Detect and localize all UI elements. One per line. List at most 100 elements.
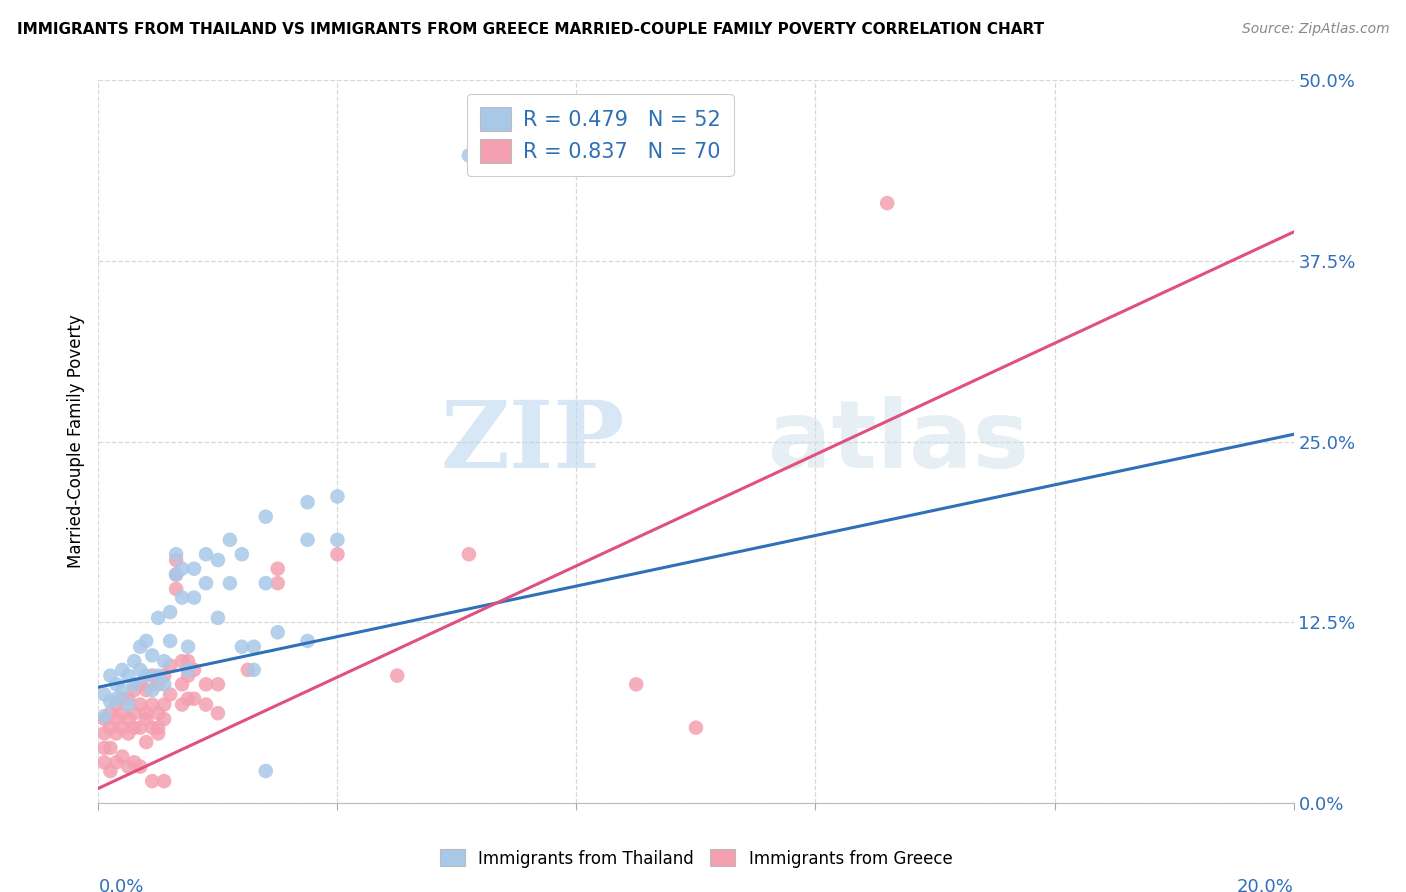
- Point: [172, 654, 194, 668]
- Point: [267, 625, 290, 640]
- Point: [236, 663, 259, 677]
- Point: [177, 663, 200, 677]
- Text: ZIP: ZIP: [440, 397, 624, 486]
- Point: [172, 698, 194, 712]
- Point: [153, 677, 176, 691]
- Point: [117, 760, 139, 774]
- Text: atlas: atlas: [768, 395, 1029, 488]
- Point: [243, 640, 266, 654]
- Point: [172, 591, 194, 605]
- Point: [297, 634, 319, 648]
- Point: [124, 706, 146, 721]
- Point: [183, 663, 205, 677]
- Point: [183, 591, 205, 605]
- Point: [141, 683, 163, 698]
- Text: 20.0%: 20.0%: [1237, 878, 1294, 892]
- Point: [207, 611, 229, 625]
- Point: [135, 706, 157, 721]
- Point: [153, 698, 176, 712]
- Point: [141, 721, 163, 735]
- Legend: Immigrants from Thailand, Immigrants from Greece: Immigrants from Thailand, Immigrants fro…: [430, 839, 962, 878]
- Point: [231, 640, 253, 654]
- Point: [124, 683, 146, 698]
- Point: [141, 698, 163, 712]
- Point: [93, 687, 115, 701]
- Point: [385, 668, 409, 682]
- Point: [111, 691, 134, 706]
- Point: [165, 547, 187, 561]
- Point: [207, 677, 229, 691]
- Point: [207, 553, 229, 567]
- Point: [117, 698, 139, 712]
- Point: [177, 654, 200, 668]
- Point: [111, 663, 134, 677]
- Point: [297, 533, 319, 547]
- Point: [148, 726, 170, 740]
- Point: [117, 668, 139, 682]
- Point: [93, 712, 115, 726]
- Point: [219, 576, 242, 591]
- Point: [243, 663, 266, 677]
- Text: 0.0%: 0.0%: [98, 878, 143, 892]
- Point: [267, 562, 290, 576]
- Point: [111, 683, 134, 698]
- Point: [159, 687, 181, 701]
- Point: [172, 677, 194, 691]
- Point: [93, 756, 115, 770]
- Point: [117, 712, 139, 726]
- Point: [98, 721, 122, 735]
- Point: [153, 668, 176, 682]
- Point: [124, 721, 146, 735]
- Point: [129, 663, 152, 677]
- Point: [141, 774, 163, 789]
- Point: [129, 677, 152, 691]
- Point: [195, 547, 218, 561]
- Point: [458, 547, 481, 561]
- Point: [141, 668, 163, 682]
- Point: [98, 668, 122, 682]
- Point: [254, 576, 277, 591]
- Point: [135, 735, 157, 749]
- Point: [117, 726, 139, 740]
- Point: [183, 562, 205, 576]
- Point: [153, 712, 176, 726]
- Point: [105, 691, 128, 706]
- Point: [98, 764, 122, 778]
- Point: [326, 533, 349, 547]
- Point: [93, 726, 115, 740]
- Point: [105, 698, 128, 712]
- Point: [135, 668, 157, 682]
- Point: [111, 706, 134, 721]
- Point: [159, 658, 181, 673]
- Point: [141, 648, 163, 663]
- Point: [129, 721, 152, 735]
- Point: [195, 677, 218, 691]
- Point: [148, 706, 170, 721]
- Point: [153, 774, 176, 789]
- Point: [148, 668, 170, 682]
- Point: [172, 562, 194, 576]
- Point: [165, 582, 187, 596]
- Point: [177, 640, 200, 654]
- Point: [326, 490, 349, 504]
- Point: [254, 509, 277, 524]
- Y-axis label: Married-Couple Family Poverty: Married-Couple Family Poverty: [66, 315, 84, 568]
- Point: [177, 668, 200, 682]
- Point: [111, 749, 134, 764]
- Point: [876, 196, 898, 211]
- Point: [98, 740, 122, 755]
- Point: [159, 605, 181, 619]
- Point: [98, 695, 122, 709]
- Point: [135, 712, 157, 726]
- Point: [148, 611, 170, 625]
- Point: [148, 721, 170, 735]
- Point: [129, 640, 152, 654]
- Point: [159, 634, 181, 648]
- Point: [105, 756, 128, 770]
- Point: [195, 576, 218, 591]
- Point: [183, 691, 205, 706]
- Point: [124, 756, 146, 770]
- Point: [165, 567, 187, 582]
- Point: [326, 547, 349, 561]
- Point: [117, 691, 139, 706]
